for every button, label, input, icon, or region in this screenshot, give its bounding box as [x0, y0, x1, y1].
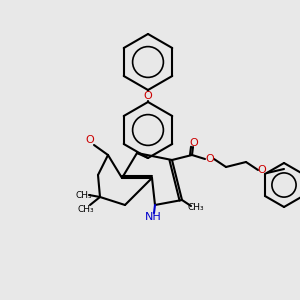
Text: O: O — [258, 165, 266, 175]
Text: O: O — [85, 135, 94, 145]
Text: NH: NH — [145, 212, 161, 222]
Text: CH₃: CH₃ — [188, 203, 204, 212]
Text: CH₃: CH₃ — [78, 205, 94, 214]
Text: O: O — [190, 138, 198, 148]
Text: O: O — [144, 91, 152, 101]
Text: CH₃: CH₃ — [76, 190, 92, 200]
Text: O: O — [206, 154, 214, 164]
